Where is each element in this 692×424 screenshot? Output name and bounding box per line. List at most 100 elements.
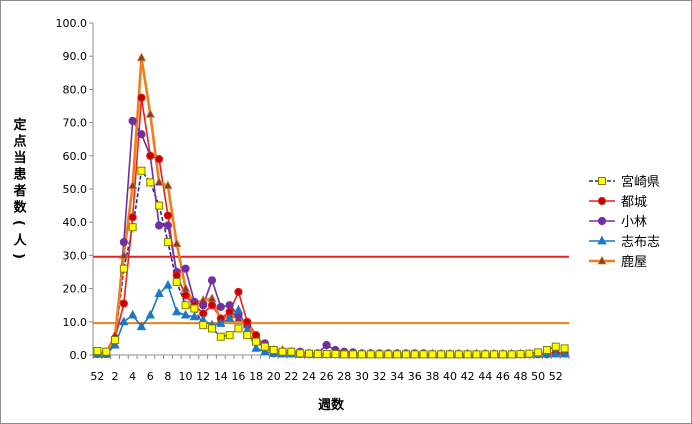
x-tick-label: 30 bbox=[355, 370, 369, 383]
series-1-point bbox=[128, 213, 137, 222]
x-tick-label: 6 bbox=[147, 370, 154, 383]
series-4-point bbox=[163, 180, 173, 190]
y-tick-label: 100.0 bbox=[56, 17, 88, 30]
series-3-point bbox=[172, 306, 182, 316]
x-tick-label: 10 bbox=[179, 370, 193, 383]
series-2-point bbox=[119, 238, 128, 247]
x-tick-label: 48 bbox=[514, 370, 528, 383]
series-0-point bbox=[181, 301, 190, 310]
series-1-point bbox=[155, 155, 164, 164]
series-0-point bbox=[516, 350, 525, 359]
legend-label-4: 鹿屋 bbox=[621, 254, 647, 270]
x-tick-label: 22 bbox=[284, 370, 298, 383]
series-0-point bbox=[490, 350, 499, 359]
x-tick-label: 46 bbox=[496, 370, 510, 383]
series-0-point bbox=[472, 350, 481, 359]
series-4-point bbox=[145, 108, 155, 118]
series-1-point bbox=[137, 93, 146, 102]
series-0-point bbox=[102, 347, 111, 356]
series-0-point bbox=[287, 347, 296, 356]
x-tick-label: 14 bbox=[214, 370, 228, 383]
series-0-point bbox=[260, 342, 269, 351]
series-2-point bbox=[137, 130, 146, 139]
x-tick-label: 38 bbox=[425, 370, 439, 383]
series-3-point bbox=[551, 348, 561, 358]
series-1-point bbox=[172, 271, 181, 280]
series-0-point bbox=[313, 350, 322, 359]
series-2-point bbox=[199, 301, 208, 310]
series-0-point bbox=[551, 342, 560, 351]
y-tick-label: 90.0 bbox=[63, 50, 88, 63]
series-0-point bbox=[137, 166, 146, 175]
series-4-point bbox=[127, 180, 138, 190]
series-1-point bbox=[181, 291, 190, 300]
series-0-point bbox=[163, 238, 172, 247]
x-tick-label: 52 bbox=[549, 370, 563, 383]
y-axis-title-char: 患 bbox=[13, 167, 26, 183]
series-1-point bbox=[119, 299, 128, 308]
series-0-point bbox=[410, 350, 419, 359]
series-3-point bbox=[119, 316, 129, 326]
legend-marker-0 bbox=[598, 177, 606, 185]
series-0-point bbox=[252, 337, 261, 346]
series-0-point bbox=[225, 331, 234, 340]
y-axis-title-char: 当 bbox=[13, 150, 26, 166]
y-axis-title-char: ) bbox=[11, 253, 26, 259]
series-0-point bbox=[366, 350, 375, 359]
series-2-point bbox=[216, 302, 225, 311]
series-2-point bbox=[322, 340, 331, 350]
y-tick-label: 80.0 bbox=[63, 83, 88, 96]
x-tick-label: 16 bbox=[231, 370, 245, 383]
series-0-point bbox=[454, 350, 463, 359]
series-3-point bbox=[145, 309, 155, 319]
y-axis-title-char: 人 bbox=[13, 233, 27, 249]
series-0-point bbox=[199, 321, 208, 330]
series-0-point bbox=[322, 350, 331, 359]
series-0-point bbox=[446, 350, 454, 359]
legend-marker-1 bbox=[597, 196, 607, 206]
series-2-point bbox=[225, 301, 234, 310]
series-0-point bbox=[119, 264, 128, 273]
series-2-point bbox=[207, 276, 217, 285]
y-axis-title-char: 数 bbox=[13, 200, 27, 216]
x-tick-label: 52 bbox=[90, 370, 104, 383]
y-tick-label: 50.0 bbox=[63, 183, 88, 196]
series-0-point bbox=[111, 336, 120, 345]
series-0-point bbox=[375, 350, 384, 359]
series-0-point bbox=[234, 324, 243, 333]
series-0-point bbox=[146, 178, 155, 187]
series-0-point bbox=[463, 350, 472, 359]
series-3-point bbox=[110, 339, 120, 349]
series-2-point bbox=[155, 221, 164, 230]
series-3-point bbox=[233, 304, 244, 314]
legend-label-0: 宮崎県 bbox=[621, 174, 660, 190]
series-3-point bbox=[260, 346, 270, 356]
x-tick-label: 20 bbox=[267, 370, 281, 383]
series-2-point bbox=[128, 116, 137, 126]
x-tick-label: 44 bbox=[478, 370, 492, 383]
y-axis-title-char: ( bbox=[11, 220, 26, 226]
series-0-point bbox=[296, 349, 305, 358]
series-4-point bbox=[119, 250, 129, 259]
series-0-point bbox=[542, 346, 551, 355]
series-2-point bbox=[181, 264, 190, 273]
x-tick-label: 24 bbox=[302, 370, 316, 383]
series-0-point bbox=[190, 304, 199, 313]
series-0-point bbox=[128, 223, 137, 232]
series-1-point bbox=[234, 287, 243, 297]
series-1-point bbox=[207, 301, 217, 310]
series-1-point bbox=[163, 211, 173, 220]
series-0-point bbox=[93, 347, 102, 356]
series-0-point bbox=[243, 331, 252, 340]
series-0-point bbox=[357, 350, 366, 359]
x-tick-label: 34 bbox=[390, 370, 404, 383]
series-3-point bbox=[224, 313, 235, 322]
series-3-point bbox=[251, 343, 261, 352]
series-3-point bbox=[127, 309, 138, 319]
x-tick-label: 8 bbox=[164, 370, 171, 383]
series-0-point bbox=[507, 350, 516, 359]
series-0-point bbox=[384, 350, 393, 359]
series-0-point bbox=[525, 349, 534, 358]
series-line-0 bbox=[97, 169, 565, 356]
